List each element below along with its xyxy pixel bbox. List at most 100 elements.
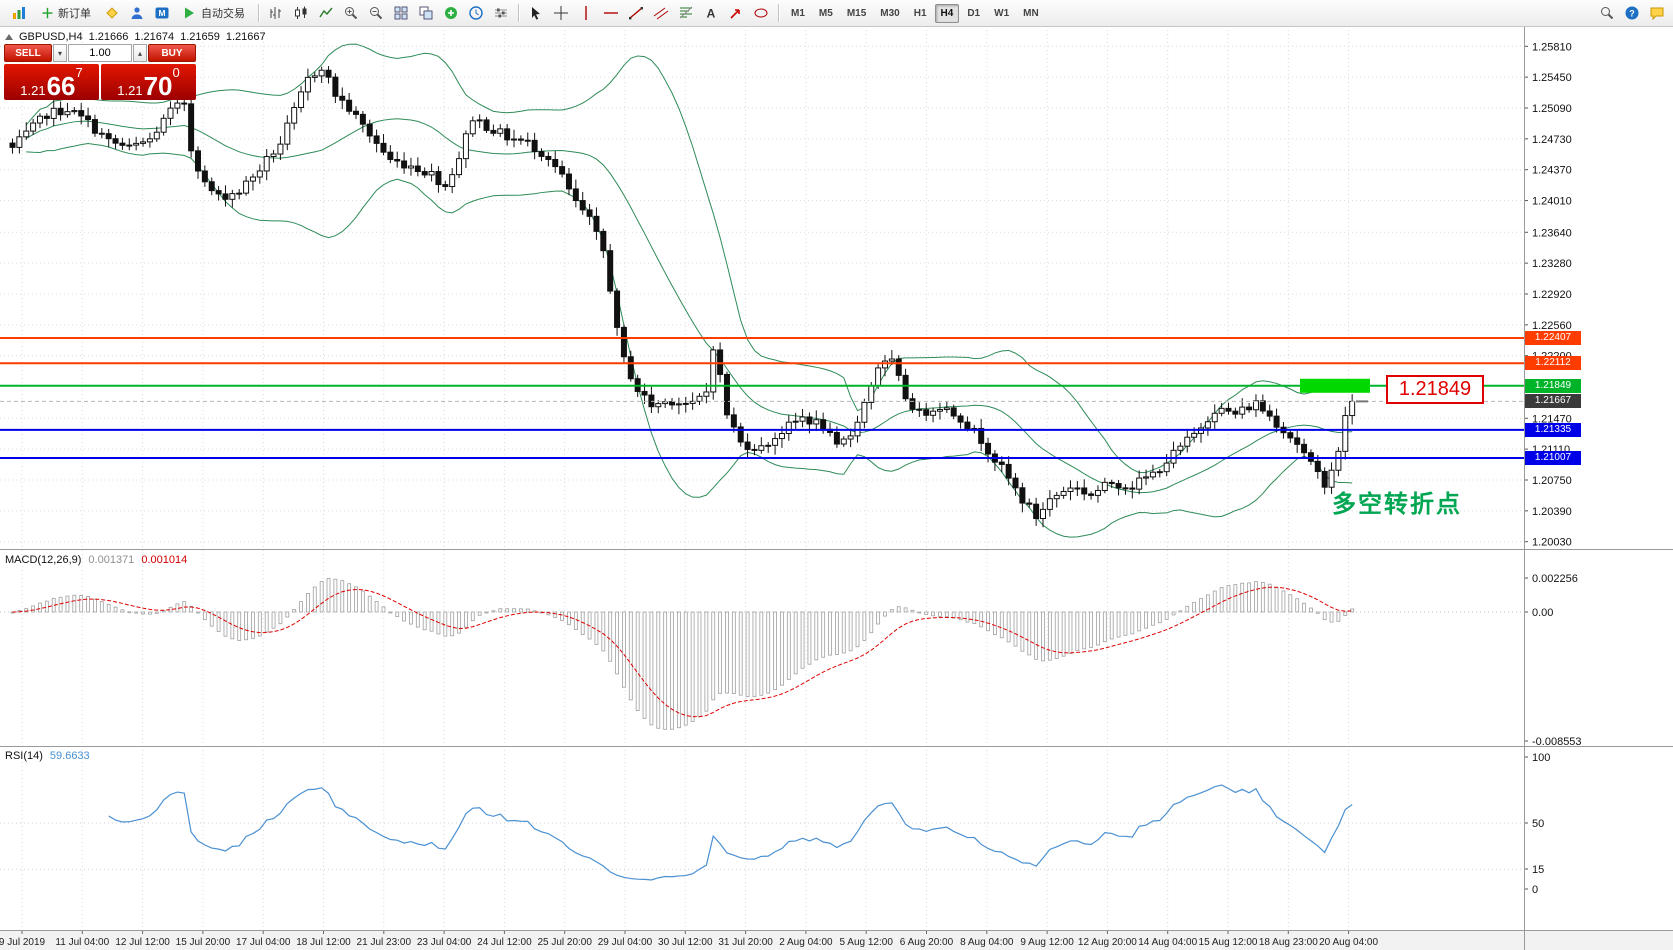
svg-text:18 Aug 23:00: 18 Aug 23:00 [1259, 937, 1318, 948]
bar-chart-button[interactable] [264, 3, 288, 24]
svg-text:8 Aug 04:00: 8 Aug 04:00 [960, 937, 1014, 948]
indicators-button[interactable] [439, 3, 463, 24]
channel-button[interactable] [649, 3, 673, 24]
chat-button[interactable] [1645, 3, 1669, 24]
help-button[interactable]: ? [1620, 3, 1644, 24]
buy-price-point: 0 [172, 65, 180, 80]
person-icon [131, 7, 143, 19]
svg-text:6 Aug 20:00: 6 Aug 20:00 [900, 937, 954, 948]
svg-text:1.25450: 1.25450 [1532, 72, 1572, 84]
volume-increase-button[interactable]: ▴ [133, 44, 147, 62]
chat-icon [1650, 7, 1664, 21]
svg-text:A: A [707, 7, 716, 21]
svg-text:1.21470: 1.21470 [1532, 413, 1572, 425]
rsi-layer [0, 784, 1524, 881]
buy-button[interactable]: BUY [148, 44, 196, 62]
timeframe-m5[interactable]: M5 [813, 4, 839, 23]
bollinger-bands-layer [25, 43, 1353, 538]
profiles-button[interactable] [100, 3, 124, 24]
svg-text:31 Jul 20:00: 31 Jul 20:00 [718, 937, 773, 948]
autotrading-button[interactable]: 自动交易 [175, 3, 253, 24]
level-tag-resistance-1: 1.22407 [1525, 330, 1581, 345]
turning-point-annotation: 多空转折点 [1332, 491, 1462, 518]
crosshair-icon [554, 6, 569, 20]
shapes-button[interactable] [749, 3, 773, 24]
svg-text:0: 0 [1532, 884, 1538, 896]
symbol-label: GBPUSD,H4 [19, 31, 83, 43]
svg-text:24 Jul 12:00: 24 Jul 12:00 [477, 937, 532, 948]
profiles-icon [106, 7, 118, 19]
line-chart-button[interactable] [314, 3, 338, 24]
chart-canvas[interactable]: 9 Jul 2019 11 Jul 04:00 12 Jul 12:00 15 Jul… [0, 27, 1673, 950]
clock-icon [469, 6, 483, 20]
ohlc-header: GBPUSD,H4 1.21666 1.21674 1.21659 1.2166… [5, 31, 266, 43]
svg-text:1.24730: 1.24730 [1532, 134, 1572, 146]
buy-price-base: 1.21 [117, 83, 143, 98]
svg-text:1.20030: 1.20030 [1532, 537, 1572, 549]
timeframe-m15[interactable]: M15 [841, 4, 872, 23]
horizontal-line-button[interactable] [599, 3, 623, 24]
mql5-icon: M [155, 7, 169, 19]
cascade-windows-button[interactable] [414, 3, 438, 24]
sell-price-display[interactable]: 1.21 66 7 [4, 64, 99, 100]
svg-text:29 Jul 04:00: 29 Jul 04:00 [598, 937, 653, 948]
timeframe-m30[interactable]: M30 [874, 4, 905, 23]
svg-text:0.00: 0.00 [1532, 607, 1553, 619]
rsi-name: RSI(14) [5, 750, 43, 762]
timeframe-d1[interactable]: D1 [961, 4, 986, 23]
cursor-button[interactable] [524, 3, 548, 24]
toolbar-separator [518, 4, 520, 22]
svg-text:1.24010: 1.24010 [1532, 196, 1572, 208]
search-icon [1601, 7, 1614, 20]
autotrading-label: 自动交易 [201, 8, 246, 20]
sell-price-point: 7 [75, 65, 83, 80]
timeframe-m1[interactable]: M1 [785, 4, 811, 23]
timeframe-mn[interactable]: MN [1017, 4, 1045, 23]
zoom-out-button[interactable] [364, 3, 388, 24]
timeframe-h1[interactable]: H1 [908, 4, 933, 23]
text-button[interactable]: A [699, 3, 723, 24]
svg-text:9 Jul 2019: 9 Jul 2019 [0, 937, 46, 948]
vertical-line-icon [585, 6, 587, 20]
one-click-toggle-icon[interactable] [5, 34, 13, 40]
svg-text:1.23280: 1.23280 [1532, 258, 1572, 270]
tile-windows-button[interactable] [389, 3, 413, 24]
buy-price-display[interactable]: 1.21 70 0 [101, 64, 196, 100]
level-tag-support-2: 1.21007 [1525, 450, 1581, 465]
svg-text:1.20750: 1.20750 [1532, 475, 1572, 487]
macd-layer [0, 578, 1524, 730]
periods-button[interactable] [464, 3, 488, 24]
level-tag-support-1: 1.21335 [1525, 422, 1581, 437]
mql5-button[interactable]: M [150, 3, 174, 24]
sell-price-base: 1.21 [20, 83, 46, 98]
trendline-button[interactable] [624, 3, 648, 24]
svg-text:15: 15 [1532, 864, 1544, 876]
cascade-windows-icon [419, 6, 433, 20]
sell-price-pips: 66 [46, 71, 76, 101]
vertical-line-button[interactable] [574, 3, 598, 24]
volume-decrease-button[interactable]: ▾ [53, 44, 67, 62]
chart-settings-button[interactable] [489, 3, 513, 24]
settings-icon [495, 8, 508, 18]
rsi-header: RSI(14) 59.6633 [5, 750, 90, 762]
timeframe-h4[interactable]: H4 [934, 3, 960, 23]
new-order-button[interactable]: ＋ 新订单 [35, 3, 99, 24]
arrow-object-button[interactable] [724, 3, 748, 24]
svg-text:1.25090: 1.25090 [1532, 103, 1572, 115]
candlestick-button[interactable] [289, 3, 313, 24]
volume-input[interactable] [68, 44, 132, 62]
svg-text:100: 100 [1532, 752, 1550, 764]
grid-layer [0, 30, 1524, 930]
zoom-in-button[interactable] [339, 3, 363, 24]
candles-layer [9, 66, 1356, 528]
svg-text:1.25810: 1.25810 [1532, 41, 1572, 53]
svg-text:5 Aug 12:00: 5 Aug 12:00 [840, 937, 894, 948]
zoom-in-icon [345, 7, 358, 20]
timeframe-w1[interactable]: W1 [988, 4, 1015, 23]
search-button[interactable] [1595, 3, 1619, 24]
crosshair-button[interactable] [549, 3, 573, 24]
sell-button[interactable]: SELL [4, 44, 52, 62]
new-order-label: 新订单 [58, 8, 92, 20]
community-button[interactable] [125, 3, 149, 24]
fibonacci-button[interactable] [674, 3, 698, 24]
